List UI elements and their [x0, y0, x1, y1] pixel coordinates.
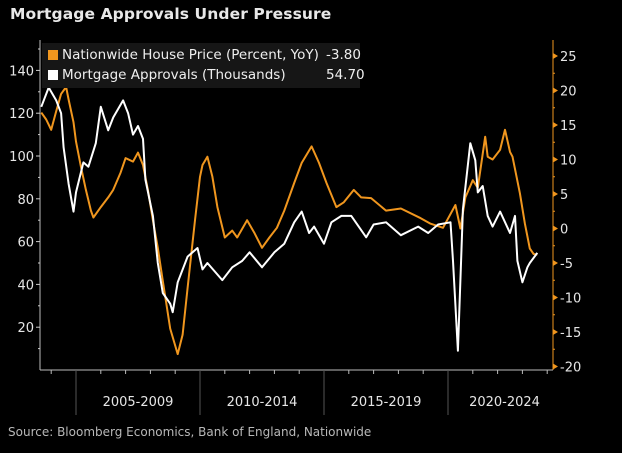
- legend-value: 54.70: [326, 67, 365, 83]
- right-axis-tick-label: 15: [560, 119, 577, 134]
- right-axis-tick: [553, 191, 558, 197]
- right-axis-tick-label: 10: [560, 154, 577, 169]
- right-axis-tick-label: 20: [560, 85, 577, 100]
- legend: Nationwide House Price (Percent, YoY) -3…: [42, 43, 365, 88]
- left-axis-tick-label: 80: [17, 193, 34, 208]
- right-axis-tick: [553, 87, 558, 94]
- right-axis-tick-label: -10: [560, 292, 581, 307]
- left-axis-tick-label: 120: [9, 107, 34, 122]
- legend-item-house-price: Nationwide House Price (Percent, YoY) -3…: [48, 45, 361, 65]
- legend-label: Nationwide House Price (Percent, YoY): [62, 47, 319, 63]
- right-axis-tick-label: 0: [560, 223, 568, 238]
- left-axis-tick-label: 140: [9, 64, 34, 79]
- right-axis-tick-label: -5: [560, 257, 573, 272]
- right-axis-tick: [553, 225, 558, 232]
- series-line-house-price: [40, 86, 538, 356]
- x-category-label: 2020-2024: [469, 395, 540, 410]
- legend-value: -3.80: [326, 47, 361, 63]
- legend-swatch-orange: [48, 50, 58, 60]
- right-axis-tick: [553, 260, 558, 266]
- right-axis-tick-label: 25: [560, 50, 577, 65]
- left-axis-tick-label: 100: [9, 150, 34, 165]
- right-axis-tick: [553, 363, 558, 370]
- legend-item-mortgage-approvals: Mortgage Approvals (Thousands) 54.70: [48, 65, 365, 85]
- series-line-mortgage-approvals: [40, 86, 539, 352]
- right-axis-tick: [553, 329, 558, 335]
- left-axis-tick-label: 20: [17, 321, 34, 336]
- right-axis-tick-label: -15: [560, 326, 581, 341]
- right-axis-tick: [553, 122, 558, 128]
- x-category-label: 2015-2019: [351, 395, 422, 410]
- chart-title: Mortgage Approvals Under Pressure: [10, 5, 332, 23]
- left-axis-tick-label: 60: [17, 236, 34, 251]
- legend-swatch-white: [48, 70, 58, 80]
- x-category-label: 2010-2014: [227, 395, 298, 410]
- right-axis-tick: [553, 53, 558, 59]
- right-axis-tick-label: 5: [560, 188, 568, 203]
- source-note: Source: Bloomberg Economics, Bank of Eng…: [8, 425, 372, 439]
- right-axis-tick-label: -20: [560, 361, 581, 376]
- left-axis-tick-label: 40: [17, 278, 34, 293]
- right-axis-tick: [553, 294, 558, 301]
- legend-label: Mortgage Approvals (Thousands): [62, 67, 286, 83]
- x-category-label: 2005-2009: [103, 395, 174, 410]
- right-axis-tick: [553, 156, 558, 163]
